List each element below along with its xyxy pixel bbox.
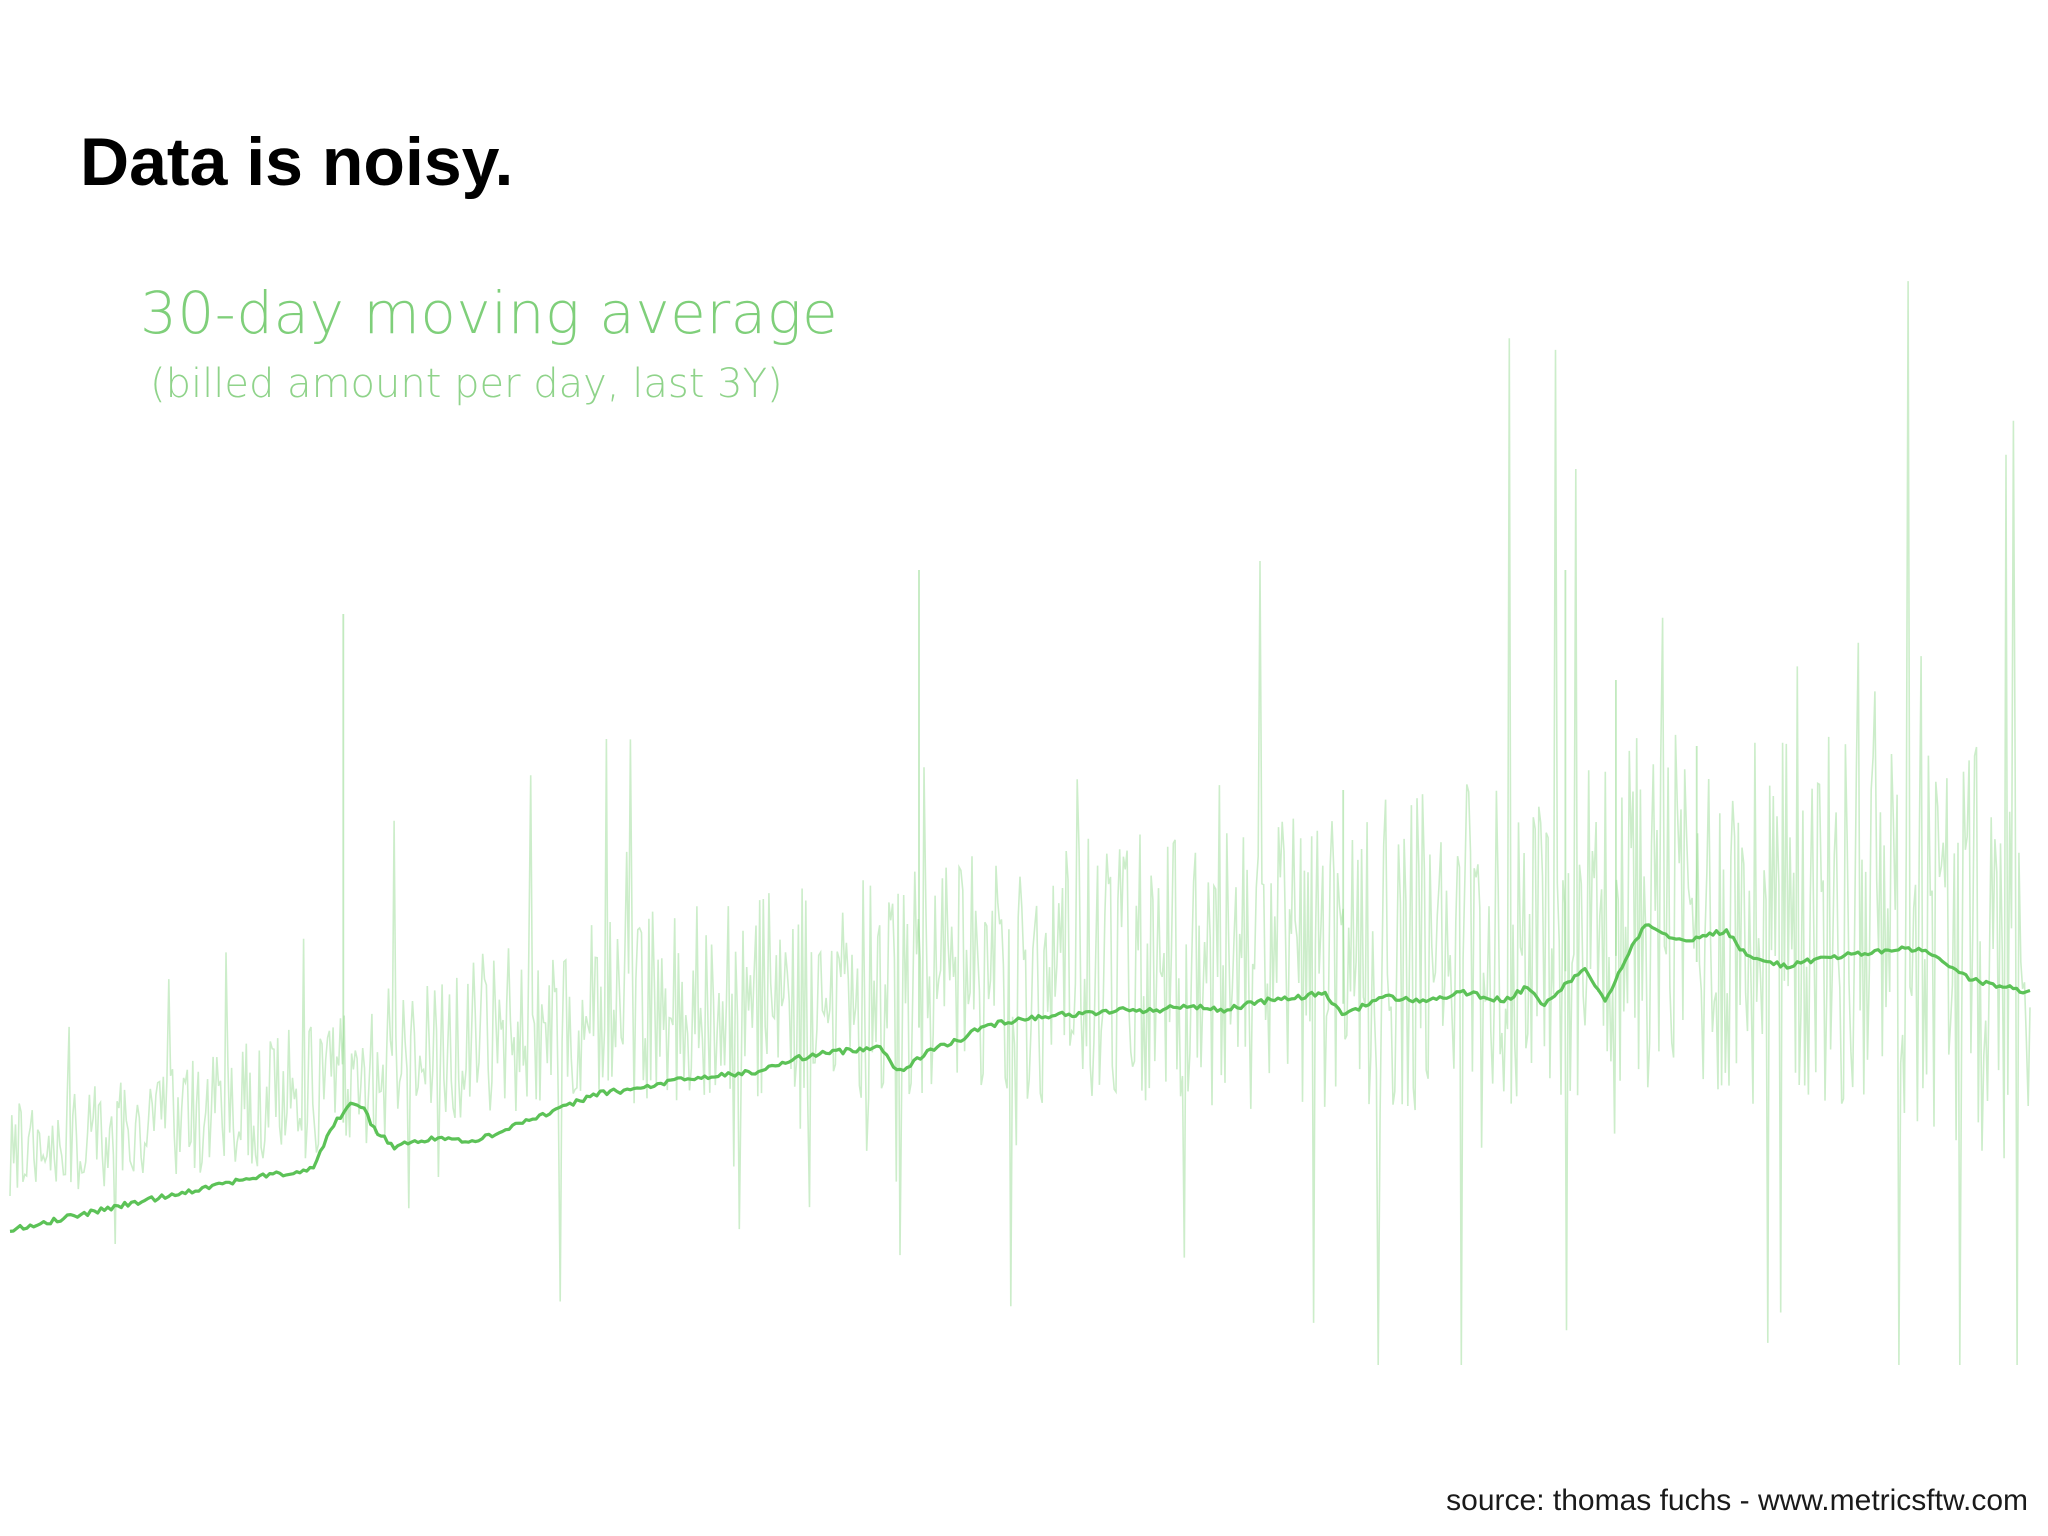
slide-title: Data is noisy. — [80, 124, 514, 200]
moving-average-line — [9, 923, 2031, 1233]
raw-daily-series — [9, 281, 2031, 1366]
moving-average-series — [9, 923, 2031, 1233]
chart-subtitle: (billed amount per day, last 3Y) — [150, 361, 783, 407]
chart-title: 30-day moving average — [140, 279, 839, 347]
source-credit: source: thomas fuchs - www.metricsftw.co… — [1446, 1484, 2028, 1517]
raw-daily-line — [9, 281, 2031, 1366]
